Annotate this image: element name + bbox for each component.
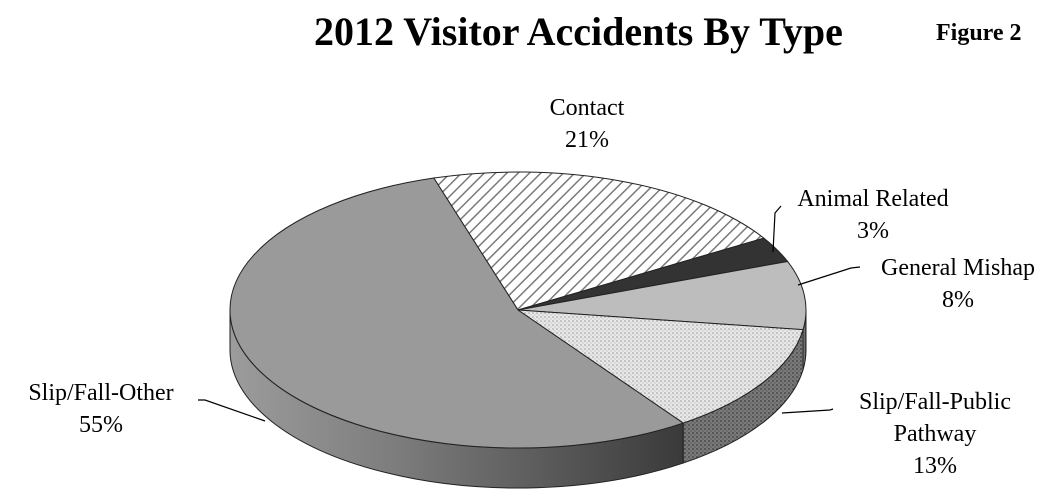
slice-label-general-mishap: General Mishap <box>881 255 1035 281</box>
slice-label-contact: Contact <box>550 95 625 121</box>
slice-label-slip-fall-public-pathway: Pathway <box>894 421 977 447</box>
leader-line-slip-fall-other <box>198 399 266 422</box>
pie-slice-slip-fall-public-pathway <box>516 309 804 424</box>
slice-percent-slip-fall-other: 55% <box>79 412 123 438</box>
leader-line-slip-fall-public-pathway <box>781 408 834 414</box>
pie-slice-contact <box>432 171 765 311</box>
slice-percent-general-mishap: 8% <box>942 287 974 313</box>
chart-title: 2012 Visitor Accidents By Type <box>314 9 843 54</box>
pie-slice-general-mishap <box>517 260 807 331</box>
leader-line-group <box>198 205 861 422</box>
slice-percent-slip-fall-public-pathway: 13% <box>913 453 957 479</box>
pie-top-group <box>229 171 807 449</box>
figure-label: Figure 2 <box>936 20 1022 46</box>
slice-label-group: Contact 21% Animal Related 3% General Mishap… <box>28 95 1035 479</box>
slice-percent-contact: 21% <box>565 127 609 153</box>
slice-label-slip-fall-public-pathway: Slip/Fall-Public <box>859 389 1011 415</box>
pie-slice-slip-fall-other <box>229 177 685 449</box>
leader-line-animal-related <box>772 205 782 253</box>
slice-label-animal-related: Animal Related <box>797 186 948 212</box>
leader-line-general-mishap <box>797 266 861 286</box>
slice-label-slip-fall-other: Slip/Fall-Other <box>28 380 173 406</box>
slice-percent-animal-related: 3% <box>857 218 889 244</box>
